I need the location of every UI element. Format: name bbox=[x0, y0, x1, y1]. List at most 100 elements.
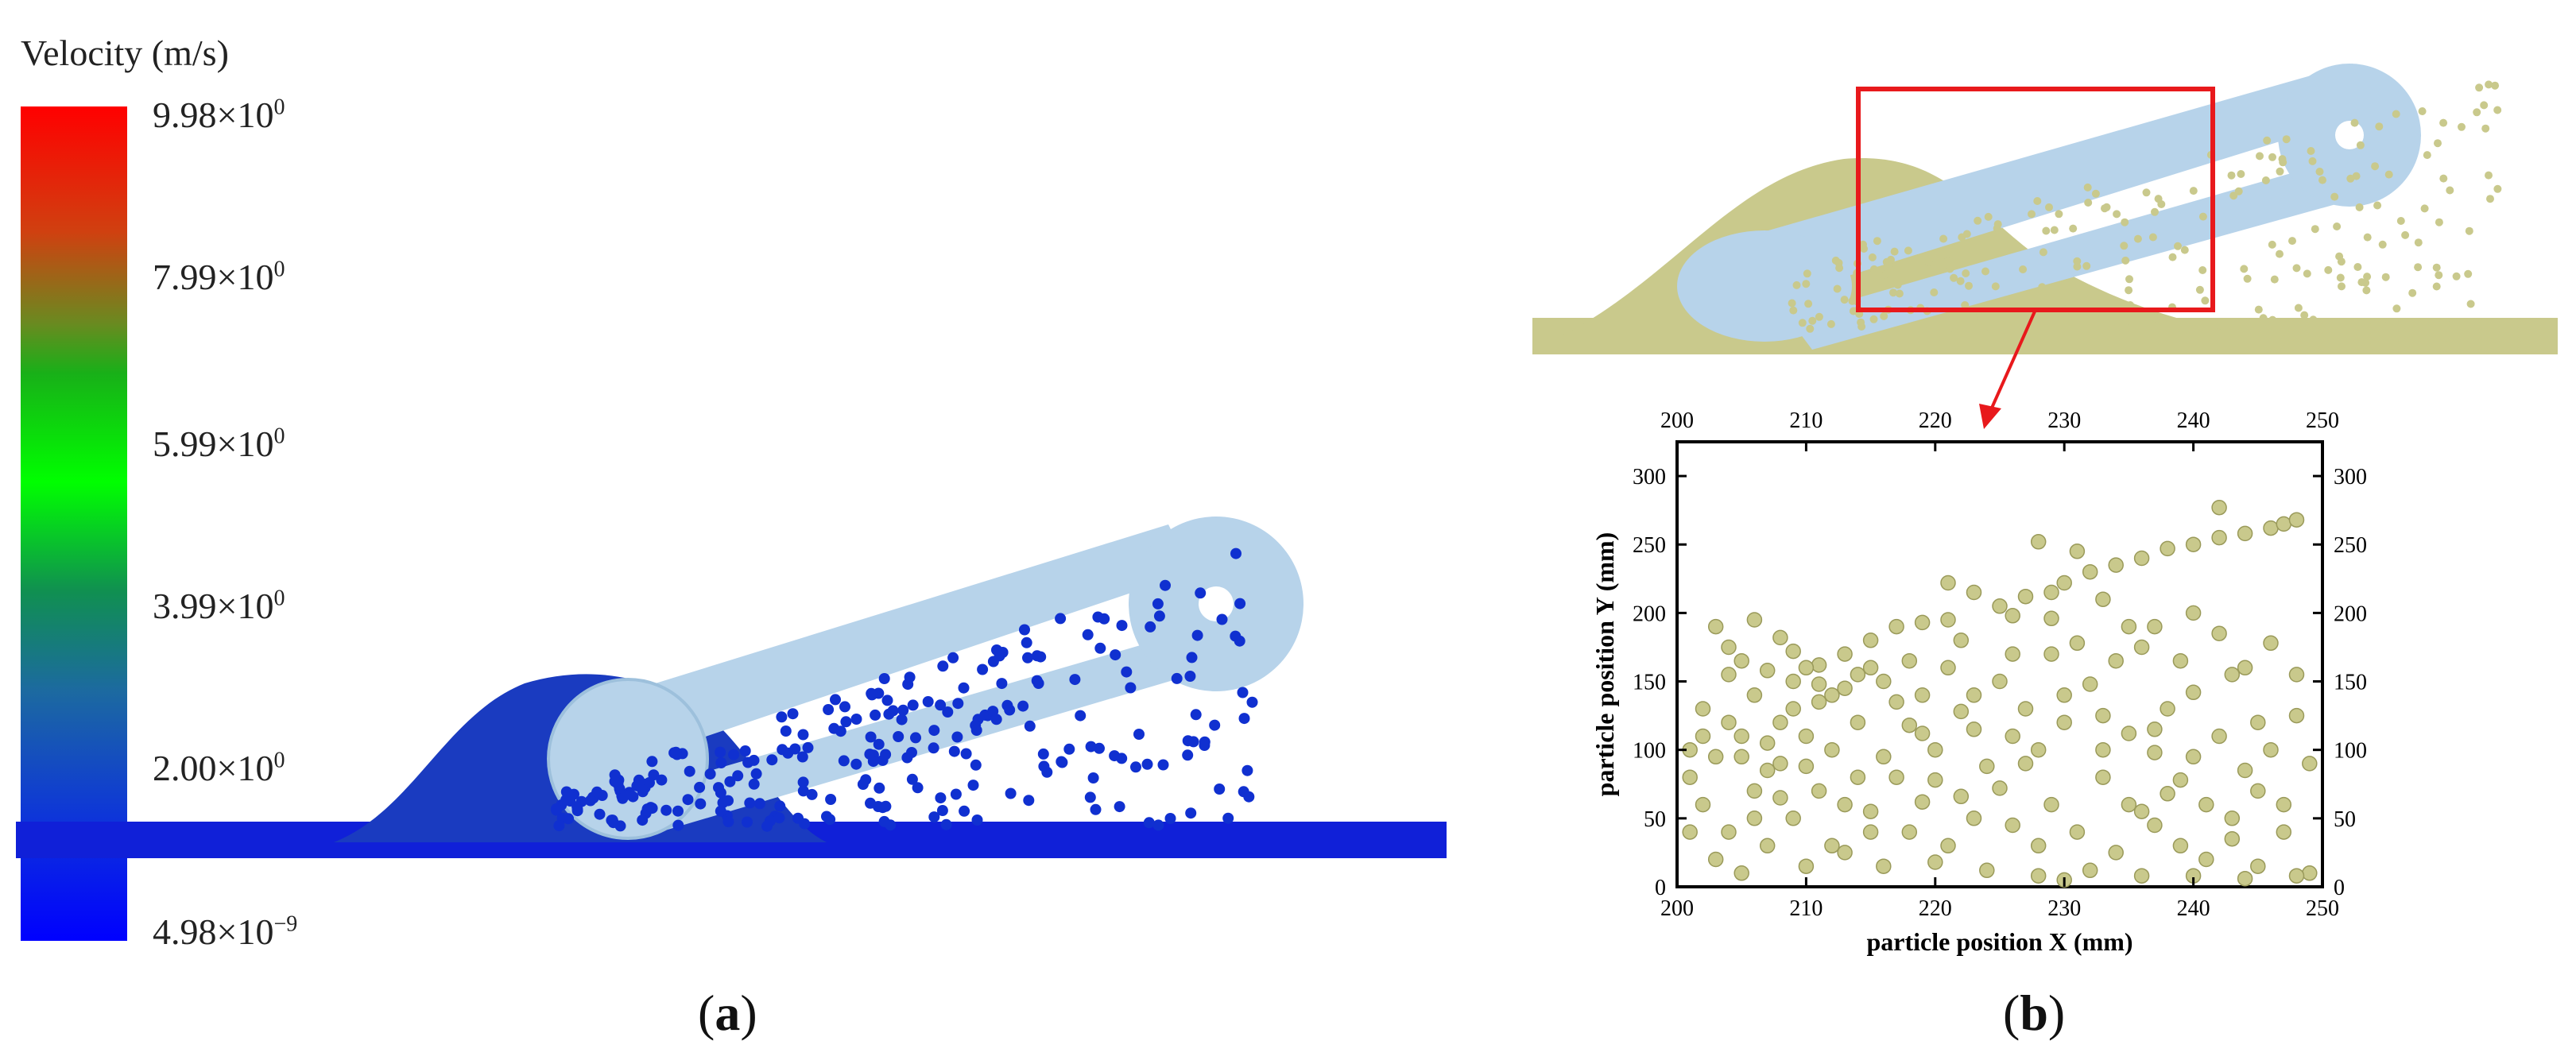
particle bbox=[754, 798, 765, 810]
particle bbox=[2121, 218, 2129, 226]
particle bbox=[1984, 212, 1993, 221]
particle bbox=[1230, 630, 1242, 642]
data-point bbox=[1785, 701, 1801, 717]
particle bbox=[2475, 83, 2484, 92]
data-point bbox=[1759, 735, 1776, 751]
particle bbox=[2268, 240, 2276, 249]
data-point bbox=[1759, 762, 1776, 779]
data-point bbox=[2263, 635, 2279, 652]
data-point bbox=[1940, 660, 1956, 676]
particle bbox=[1075, 710, 1087, 722]
particle bbox=[2493, 106, 2502, 114]
particle bbox=[2414, 263, 2423, 272]
particle bbox=[2113, 210, 2121, 219]
particle bbox=[2019, 265, 2028, 273]
data-point bbox=[2030, 741, 2047, 758]
particle bbox=[1970, 313, 1978, 322]
data-point bbox=[2237, 870, 2253, 887]
data-point bbox=[2133, 639, 2150, 656]
particle bbox=[617, 792, 629, 804]
particle bbox=[2120, 242, 2129, 250]
data-point bbox=[1824, 838, 1840, 854]
particle bbox=[1881, 270, 1890, 279]
particle bbox=[609, 776, 621, 787]
particle bbox=[825, 794, 837, 805]
data-point bbox=[2276, 796, 2292, 813]
particle bbox=[2308, 157, 2317, 165]
data-point bbox=[2160, 540, 2175, 557]
particle bbox=[880, 800, 892, 812]
particle bbox=[2038, 283, 2047, 292]
particle bbox=[656, 774, 668, 786]
y-tick-label: 100 bbox=[1633, 739, 1666, 764]
particle bbox=[806, 788, 818, 800]
x-tick-label-top: 200 bbox=[1660, 408, 1694, 433]
data-point bbox=[1746, 811, 1763, 826]
particle bbox=[2278, 155, 2287, 164]
particle bbox=[950, 788, 962, 800]
particle bbox=[2373, 201, 2382, 210]
data-point bbox=[1837, 845, 1853, 861]
data-point bbox=[2005, 608, 2020, 624]
particle bbox=[952, 698, 964, 710]
particle bbox=[1094, 742, 1105, 754]
particle bbox=[1804, 300, 1813, 308]
particle bbox=[594, 808, 606, 820]
data-point bbox=[1901, 717, 1918, 733]
colorbar-tick-label: 5.99×100 bbox=[153, 424, 285, 464]
data-point bbox=[1888, 769, 1904, 785]
particle bbox=[1803, 269, 1811, 278]
particle bbox=[1141, 758, 1153, 770]
particle bbox=[2084, 199, 2093, 207]
particle bbox=[724, 776, 736, 787]
data-point bbox=[2108, 652, 2124, 669]
particle bbox=[2055, 210, 2063, 219]
particle bbox=[1868, 253, 1877, 261]
particle bbox=[2101, 204, 2109, 213]
data-point bbox=[2056, 575, 2072, 591]
particle bbox=[1980, 328, 1989, 337]
x-tick-label-top: 240 bbox=[2177, 408, 2210, 433]
particle bbox=[2491, 81, 2500, 90]
particle bbox=[2486, 195, 2494, 203]
y-tick-label: 300 bbox=[1633, 465, 1666, 489]
particle bbox=[910, 732, 921, 744]
data-point bbox=[1721, 824, 1737, 840]
data-point bbox=[1953, 703, 1970, 720]
particle bbox=[1114, 801, 1125, 813]
particle bbox=[1209, 719, 1221, 731]
particle bbox=[748, 754, 760, 766]
data-point bbox=[2288, 512, 2305, 528]
data-point bbox=[1733, 749, 1749, 765]
data-point bbox=[2056, 714, 2072, 730]
data-point bbox=[1940, 612, 1956, 628]
particle bbox=[2385, 319, 2394, 327]
data-point bbox=[2211, 625, 2227, 641]
particle bbox=[1939, 234, 1948, 243]
data-point bbox=[1927, 854, 1943, 870]
data-point bbox=[2185, 684, 2202, 701]
particle bbox=[1806, 324, 1815, 333]
particle bbox=[823, 704, 835, 715]
particle bbox=[840, 716, 852, 728]
particle bbox=[1798, 319, 1807, 327]
particle bbox=[2432, 263, 2441, 272]
particle bbox=[2465, 226, 2473, 235]
particle bbox=[684, 765, 695, 777]
conveyor-belt bbox=[547, 517, 1303, 840]
particle bbox=[1924, 257, 1933, 266]
particle bbox=[951, 731, 963, 743]
particle bbox=[2375, 122, 2384, 131]
particle bbox=[1160, 579, 1171, 591]
data-point bbox=[2017, 701, 2034, 717]
particle bbox=[1038, 760, 1050, 772]
particle bbox=[2481, 124, 2490, 133]
particle bbox=[694, 781, 706, 793]
particle bbox=[2227, 171, 2236, 180]
particle bbox=[1125, 682, 1137, 694]
data-point bbox=[1798, 858, 1815, 874]
particle bbox=[1116, 620, 1128, 632]
particle bbox=[821, 811, 832, 822]
data-point bbox=[1824, 687, 1840, 703]
data-point bbox=[1940, 575, 1956, 591]
